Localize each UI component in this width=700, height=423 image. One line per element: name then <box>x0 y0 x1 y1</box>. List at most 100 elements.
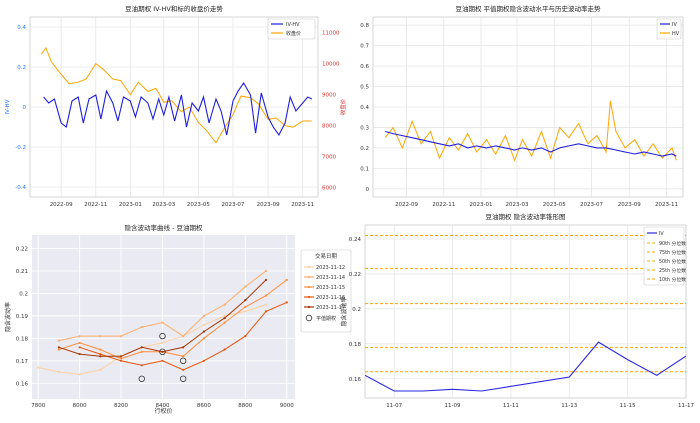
y-tick-label-right: 8000 <box>322 124 336 130</box>
smile-point <box>57 370 61 374</box>
plot-frame <box>29 16 319 198</box>
smile-point <box>264 294 268 297</box>
smile-point <box>57 346 61 349</box>
smile-point <box>202 359 205 362</box>
smile-point <box>223 317 226 320</box>
smile-point <box>244 310 247 313</box>
smile-point <box>161 341 164 344</box>
iv-line <box>385 130 677 157</box>
x-tick-label: 9000 <box>280 403 294 409</box>
smile-point <box>244 285 247 288</box>
y-tick-label: 0.7 <box>360 44 369 50</box>
smile-point <box>264 269 268 273</box>
smile-point <box>119 334 123 338</box>
y-tick-label: 0.2 <box>19 291 28 297</box>
y-tick-label: 0.2 <box>352 307 361 313</box>
x-tick-label: 2022-09 <box>50 202 73 208</box>
smile-point <box>182 355 185 358</box>
smile-point <box>99 334 102 338</box>
x-tick-label: 2023-05 <box>543 202 566 208</box>
chart-title: 豆油期权 平值期权隐含波动水平与历史波动率走势 <box>455 4 601 13</box>
x-tick-label: 2022-11 <box>432 202 455 208</box>
legend-box <box>300 249 352 333</box>
x-tick-label: 2023-11 <box>291 202 314 208</box>
y-axis-label-right: 收盘价 <box>339 98 347 115</box>
x-tick-label: 2023-11 <box>655 202 678 208</box>
smile-point <box>223 321 226 324</box>
smile-point <box>202 314 205 317</box>
y-axis-label: 隐含波动率 <box>4 302 12 332</box>
smile-point <box>264 303 268 306</box>
x-tick-label: 2023-03 <box>152 202 175 208</box>
smile-point <box>223 303 226 306</box>
x-tick-label: 2023-05 <box>187 202 210 208</box>
legend-label: 10th 分位数 <box>659 276 686 283</box>
x-tick-label: 2023-07 <box>221 202 244 208</box>
smile-point <box>244 299 247 302</box>
smile-point <box>202 323 205 326</box>
y-tick-label: 0.21 <box>16 269 28 275</box>
chart-iv-smile: 7800 8000 8200 8400 8600 8800 9000 0.16 0.17 0.18… <box>4 223 352 415</box>
chart-title: 豆油期权 IV-HV和标的收盘价走势 <box>125 4 223 13</box>
y-axis-label-left: IV-HV <box>5 99 11 114</box>
y-tick-label: 0.18 <box>349 342 362 348</box>
smile-point <box>140 350 143 353</box>
smile-point <box>223 348 226 351</box>
smile-point <box>264 278 268 282</box>
legend-label: 25th 分位数 <box>659 267 686 274</box>
x-tick-label: 8600 <box>197 403 211 409</box>
legend-label: IV <box>672 22 677 28</box>
smile-point <box>182 346 185 349</box>
smile-point <box>57 348 61 351</box>
smile-point <box>161 350 164 353</box>
smile-point <box>161 359 164 362</box>
x-tick-label: 2023-09 <box>618 202 641 208</box>
y-tick-label: 0.17 <box>16 359 29 365</box>
legend-box <box>643 226 685 286</box>
smile-point <box>78 341 81 344</box>
smile-point <box>99 355 102 358</box>
y-tick-label: 0.2 <box>360 146 369 152</box>
x-tick-label: 8200 <box>114 403 128 409</box>
x-tick-label: 11-09 <box>445 403 461 409</box>
legend-label: 平值期权 <box>316 315 336 322</box>
smile-point <box>78 373 81 376</box>
chart-iv-hv-levels: 2022-09 2022-11 2023-01 2023-03 2023-05 2023-… <box>360 4 684 208</box>
legend-atm-marker <box>305 314 313 322</box>
x-tick-label: 7800 <box>31 403 45 409</box>
y-tick-label: 0.19 <box>16 314 29 320</box>
smile-point <box>264 310 268 313</box>
smile-line-2023-11-15 <box>58 279 288 360</box>
legend-title: 交易日期 <box>315 252 338 260</box>
legend-label: HV <box>672 31 680 37</box>
y-tick-label-right: 9000 <box>322 93 336 99</box>
x-tick-label: 11-15 <box>620 403 636 409</box>
y-tick-label-left: -0.2 <box>15 145 26 151</box>
chart-iv-cone: 11-07 11-09 11-11 11-13 11-15 11-17 0.16 0.18 0.… <box>340 212 694 409</box>
legend-label: 收盘价 <box>286 30 301 37</box>
legend-label: 50th 分位数 <box>659 258 686 265</box>
smile-point <box>119 355 123 358</box>
smile-point <box>285 278 288 282</box>
close-price-line <box>40 46 312 144</box>
y-tick-label: 0.3 <box>360 125 369 131</box>
smile-point <box>140 346 143 349</box>
x-tick-label: 8000 <box>73 403 87 409</box>
legend-label: IV-HV <box>286 22 300 28</box>
iv-line <box>364 341 687 392</box>
x-tick-label: 2022-11 <box>84 202 107 208</box>
smile-point <box>161 321 164 324</box>
smile-point <box>202 330 205 333</box>
chart-title: 豆油期权 隐含波动率锥形图 <box>485 212 565 221</box>
y-tick-label: 0.4 <box>360 105 369 111</box>
plot-frame <box>372 16 684 198</box>
y-tick-label: 0.1 <box>360 166 369 172</box>
y-tick-label: 0.24 <box>349 237 362 243</box>
atm-marker <box>159 332 166 340</box>
smile-point <box>140 364 143 367</box>
y-tick-label-left: -0.4 <box>15 185 26 191</box>
x-tick-label: 2023-07 <box>580 202 603 208</box>
y-tick-label: 0.16 <box>16 381 29 387</box>
legend-label: IV <box>659 231 664 237</box>
x-tick-label: 8400 <box>155 403 169 409</box>
